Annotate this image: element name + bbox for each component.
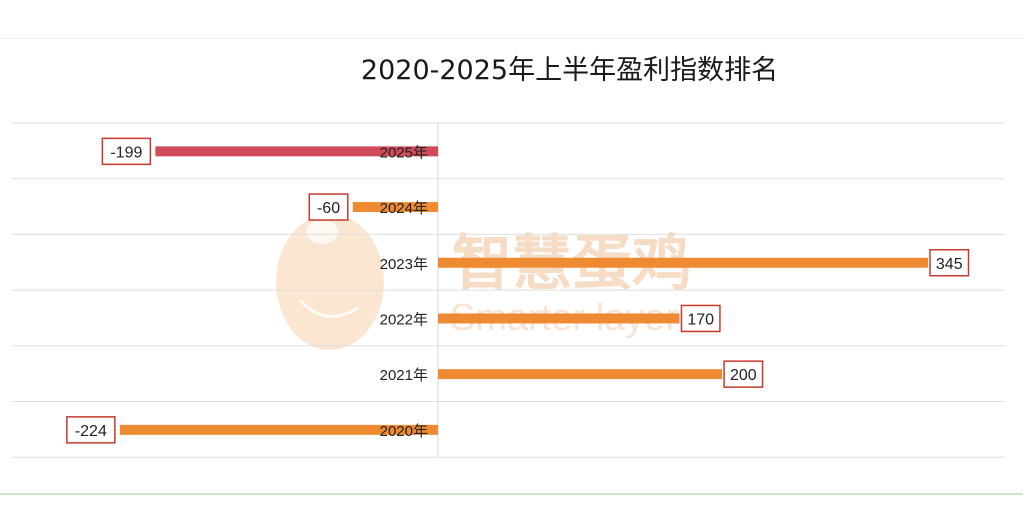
category-label: 2023年 (380, 256, 428, 273)
data-label-box (308, 193, 349, 221)
top-divider (0, 38, 1023, 39)
category-label: 2025年 (380, 144, 428, 161)
data-label: 200 (723, 360, 764, 388)
data-label: 170 (680, 304, 721, 333)
bar (438, 257, 928, 268)
data-label-text: 170 (687, 311, 714, 328)
data-label-text: -60 (317, 200, 340, 217)
data-label-box (101, 137, 152, 166)
value-labels: -199 -60 345 170 200 -224 (66, 137, 970, 444)
data-label-box (723, 360, 764, 388)
category-label: 2022年 (380, 311, 428, 328)
bar (155, 146, 439, 157)
data-label: -224 (66, 416, 116, 444)
bar (352, 202, 438, 213)
category-label: 2020年 (380, 423, 428, 440)
data-label: -60 (308, 193, 349, 221)
data-label-text: -199 (110, 144, 142, 161)
data-label: 345 (929, 249, 970, 277)
data-label-text: 345 (936, 256, 963, 273)
data-label-box (66, 416, 116, 444)
data-label-text: 200 (730, 367, 757, 384)
bottom-divider (0, 493, 1023, 495)
data-label-box (929, 249, 970, 277)
data-label: -199 (101, 137, 152, 166)
bar (438, 369, 723, 380)
category-label: 2024年 (380, 200, 428, 217)
chart-title: 2020-2025年上半年盈利指数排名 (360, 55, 779, 86)
category-label: 2021年 (380, 367, 428, 384)
data-label-box (680, 304, 721, 333)
category-labels: 2025年 2024年 2023年 2022年 2021年 2020年 (380, 144, 428, 440)
bar (438, 313, 680, 324)
bar (119, 424, 438, 435)
grid (12, 122, 1005, 458)
bars (119, 146, 928, 435)
data-label-text: -224 (75, 423, 107, 440)
watermark-logo-icon (276, 214, 384, 350)
